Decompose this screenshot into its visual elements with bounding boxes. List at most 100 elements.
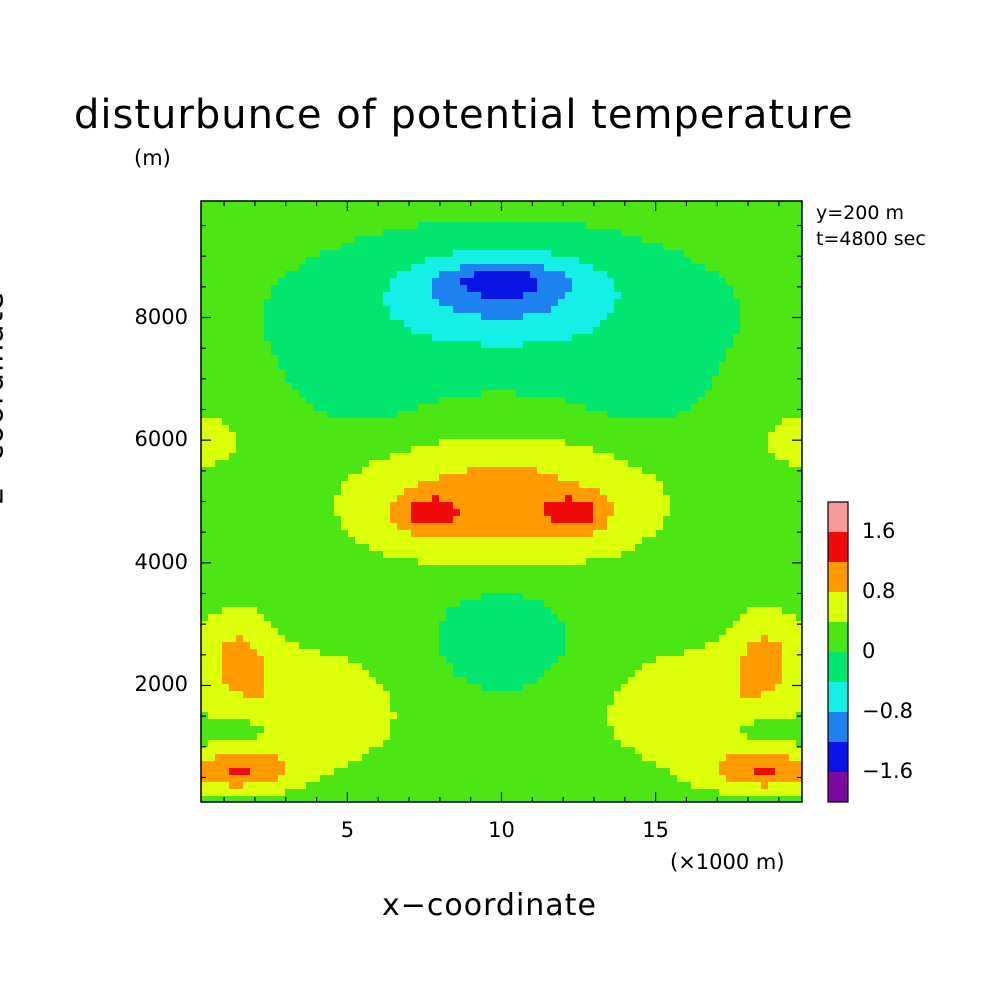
- field-cell: [334, 306, 341, 313]
- field-cell: [593, 222, 600, 229]
- field-cell: [411, 306, 418, 313]
- field-cell: [628, 299, 635, 306]
- field-cell: [747, 488, 754, 495]
- field-cell: [754, 439, 761, 446]
- field-cell: [425, 348, 432, 355]
- field-cell: [614, 208, 621, 215]
- field-cell: [201, 586, 208, 593]
- field-cell: [404, 467, 411, 474]
- field-cell: [628, 516, 635, 523]
- field-cell: [677, 215, 684, 222]
- field-cell: [418, 467, 425, 474]
- field-cell: [411, 432, 418, 439]
- field-cell: [229, 425, 236, 432]
- field-cell: [558, 278, 565, 285]
- field-cell: [509, 523, 516, 530]
- field-cell: [355, 285, 362, 292]
- field-cell: [460, 474, 467, 481]
- field-cell: [523, 411, 530, 418]
- field-cell: [425, 418, 432, 425]
- field-cell: [712, 460, 719, 467]
- field-cell: [390, 376, 397, 383]
- field-cell: [572, 278, 579, 285]
- field-cell: [327, 327, 334, 334]
- field-cell: [502, 453, 509, 460]
- field-cell: [411, 285, 418, 292]
- field-cell: [243, 243, 250, 250]
- field-cell: [355, 432, 362, 439]
- field-cell: [341, 530, 348, 537]
- field-cell: [586, 348, 593, 355]
- field-cell: [320, 313, 327, 320]
- field-cell: [257, 292, 264, 299]
- field-cell: [705, 306, 712, 313]
- field-cell: [537, 320, 544, 327]
- field-cell: [642, 432, 649, 439]
- field-cell: [467, 523, 474, 530]
- field-cell: [208, 208, 215, 215]
- field-cell: [733, 229, 740, 236]
- field-cell: [607, 383, 614, 390]
- field-cell: [460, 208, 467, 215]
- field-cell: [537, 243, 544, 250]
- field-cell: [516, 383, 523, 390]
- field-cell: [383, 600, 390, 607]
- field-cell: [705, 572, 712, 579]
- field-cell: [677, 404, 684, 411]
- field-cell: [579, 593, 586, 600]
- field-cell: [264, 369, 271, 376]
- field-cell: [614, 243, 621, 250]
- field-cell: [404, 348, 411, 355]
- field-cell: [530, 355, 537, 362]
- field-cell: [649, 509, 656, 516]
- field-cell: [628, 278, 635, 285]
- field-cell: [677, 278, 684, 285]
- field-cell: [558, 208, 565, 215]
- field-cell: [383, 544, 390, 551]
- field-cell: [299, 369, 306, 376]
- field-cell: [635, 208, 642, 215]
- field-cell: [551, 509, 558, 516]
- field-cell: [635, 222, 642, 229]
- field-cell: [208, 362, 215, 369]
- field-cell: [460, 257, 467, 264]
- field-cell: [488, 201, 495, 208]
- field-cell: [754, 593, 761, 600]
- field-cell: [719, 544, 726, 551]
- field-cell: [341, 565, 348, 572]
- field-cell: [250, 362, 257, 369]
- field-cell: [327, 600, 334, 607]
- field-cell: [691, 355, 698, 362]
- field-cell: [544, 502, 551, 509]
- field-cell: [201, 348, 208, 355]
- field-cell: [719, 404, 726, 411]
- field-cell: [229, 537, 236, 544]
- field-cell: [663, 537, 670, 544]
- field-cell: [264, 509, 271, 516]
- field-cell: [271, 390, 278, 397]
- field-cell: [516, 411, 523, 418]
- field-cell: [481, 586, 488, 593]
- field-cell: [243, 418, 250, 425]
- field-cell: [719, 600, 726, 607]
- field-cell: [502, 495, 509, 502]
- field-cell: [236, 467, 243, 474]
- field-cell: [656, 572, 663, 579]
- field-cell: [782, 397, 789, 404]
- field-cell: [754, 600, 761, 607]
- field-cell: [271, 355, 278, 362]
- field-cell: [558, 523, 565, 530]
- field-cell: [516, 390, 523, 397]
- field-cell: [600, 278, 607, 285]
- field-cell: [677, 292, 684, 299]
- field-cell: [390, 530, 397, 537]
- field-cell: [278, 376, 285, 383]
- field-cell: [600, 537, 607, 544]
- field-cell: [698, 579, 705, 586]
- field-cell: [551, 299, 558, 306]
- field-cell: [334, 593, 341, 600]
- field-cell: [502, 565, 509, 572]
- field-cell: [222, 390, 229, 397]
- field-cell: [215, 208, 222, 215]
- field-cell: [383, 593, 390, 600]
